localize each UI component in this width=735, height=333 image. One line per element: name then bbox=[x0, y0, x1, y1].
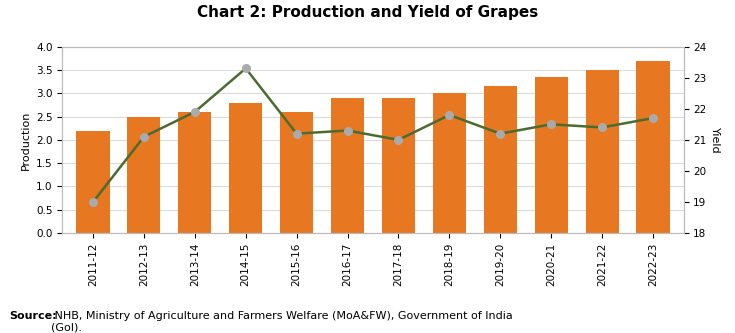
Y-axis label: Yield: Yield bbox=[711, 127, 720, 153]
Bar bbox=[179, 112, 212, 233]
Y-axis label: Production: Production bbox=[21, 110, 31, 169]
Bar bbox=[484, 86, 517, 233]
Bar bbox=[76, 131, 110, 233]
Bar bbox=[127, 117, 160, 233]
Bar bbox=[586, 70, 619, 233]
Bar bbox=[331, 98, 364, 233]
Bar bbox=[382, 98, 415, 233]
Bar bbox=[534, 77, 567, 233]
Bar bbox=[229, 103, 262, 233]
Text: Chart 2: Production and Yield of Grapes: Chart 2: Production and Yield of Grapes bbox=[197, 5, 538, 20]
Bar bbox=[637, 61, 670, 233]
Text: NHB, Ministry of Agriculture and Farmers Welfare (MoA&FW), Government of India
(: NHB, Ministry of Agriculture and Farmers… bbox=[51, 311, 513, 333]
Text: Source:: Source: bbox=[9, 311, 57, 321]
Bar bbox=[433, 93, 466, 233]
Bar bbox=[280, 112, 313, 233]
